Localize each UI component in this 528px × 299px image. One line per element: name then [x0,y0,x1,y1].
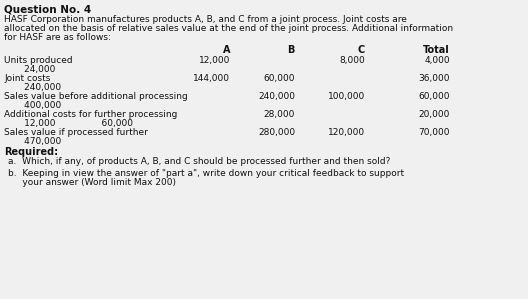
Text: 24,000: 24,000 [4,65,55,74]
Text: 60,000: 60,000 [263,74,295,83]
Text: Total: Total [423,45,450,55]
Text: 4,000: 4,000 [425,56,450,65]
Text: Additional costs for further processing: Additional costs for further processing [4,110,177,119]
Text: 8,000: 8,000 [340,56,365,65]
Text: 240,000: 240,000 [258,92,295,101]
Text: A: A [222,45,230,55]
Text: Joint costs: Joint costs [4,74,50,83]
Text: 70,000: 70,000 [419,128,450,137]
Text: Sales value before additional processing: Sales value before additional processing [4,92,188,101]
Text: 470,000: 470,000 [4,137,61,146]
Text: for HASF are as follows:: for HASF are as follows: [4,33,111,42]
Text: 144,000: 144,000 [193,74,230,83]
Text: 100,000: 100,000 [328,92,365,101]
Text: Units produced: Units produced [4,56,73,65]
Text: HASF Corporation manufactures products A, B, and C from a joint process. Joint c: HASF Corporation manufactures products A… [4,15,407,24]
Text: 240,000: 240,000 [4,83,61,92]
Text: 120,000: 120,000 [328,128,365,137]
Text: your answer (Word limit Max 200): your answer (Word limit Max 200) [8,178,176,187]
Text: allocated on the basis of relative sales value at the end of the joint process. : allocated on the basis of relative sales… [4,24,453,33]
Text: b.  Keeping in view the answer of "part a", write down your critical feedback to: b. Keeping in view the answer of "part a… [8,169,404,178]
Text: a.  Which, if any, of products A, B, and C should be processed further and then : a. Which, if any, of products A, B, and … [8,157,390,166]
Text: 400,000: 400,000 [4,101,61,110]
Text: Sales value if processed further: Sales value if processed further [4,128,148,137]
Text: 60,000: 60,000 [419,92,450,101]
Text: Required:: Required: [4,147,58,157]
Text: B: B [288,45,295,55]
Text: Question No. 4: Question No. 4 [4,4,91,14]
Text: 28,000: 28,000 [263,110,295,119]
Text: 280,000: 280,000 [258,128,295,137]
Text: 20,000: 20,000 [419,110,450,119]
Text: 12,000: 12,000 [199,56,230,65]
Text: 12,000                60,000: 12,000 60,000 [4,119,133,128]
Text: C: C [358,45,365,55]
Text: 36,000: 36,000 [419,74,450,83]
